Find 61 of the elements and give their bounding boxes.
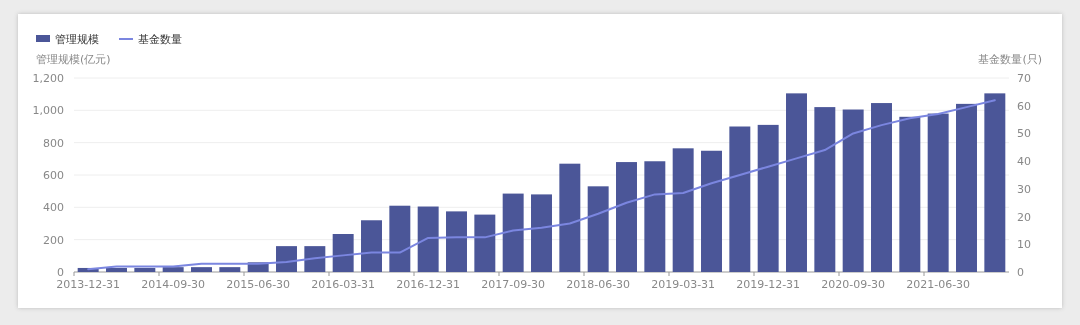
x-tick-label: 2019-12-31 (736, 278, 801, 291)
legend-label: 管理规模 (55, 33, 99, 46)
y-axis-title: 管理规模(亿元) (36, 53, 111, 66)
x-tick-label: 2021-06-30 (906, 278, 971, 291)
x-tick-label: 2019-03-31 (651, 278, 716, 291)
y-tick-label: 800 (43, 136, 64, 150)
bar (474, 214, 496, 272)
y-tick-label: 600 (43, 169, 64, 182)
y2-axis-title: 基金数量(只) (978, 53, 1042, 66)
bar (389, 205, 411, 272)
x-tick-label: 2018-06-30 (566, 278, 631, 291)
bar (191, 267, 212, 272)
bar (871, 103, 892, 272)
x-tick-label: 2020-09-30 (821, 278, 886, 291)
bar (587, 186, 609, 272)
x-tick-label: 2015-06-30 (226, 278, 291, 291)
y2-tick-label: 0 (1017, 266, 1024, 279)
bar (332, 234, 354, 272)
bar (729, 126, 751, 272)
y-tick-label: 400 (43, 201, 64, 215)
bar (814, 107, 836, 272)
bar (531, 194, 552, 272)
bar (927, 113, 949, 272)
bar (644, 161, 666, 272)
bar (304, 246, 326, 272)
y2-tick-label: 20 (1017, 210, 1031, 224)
bar (134, 267, 156, 272)
x-tick-label: 2014-09-30 (141, 278, 206, 291)
bar (106, 267, 127, 272)
bar (502, 193, 524, 272)
bar (559, 163, 581, 272)
y-tick-label: 1,200 (32, 72, 64, 85)
y2-tick-label: 10 (1017, 238, 1031, 252)
y2-tick-label: 30 (1017, 182, 1031, 196)
y-tick-label: 200 (43, 233, 64, 247)
y2-tick-label: 50 (1017, 127, 1031, 141)
bar (616, 162, 637, 272)
bar (956, 103, 977, 272)
bar (417, 206, 439, 272)
bar (701, 150, 722, 272)
bar (219, 267, 241, 272)
y-tick-label: 0 (57, 266, 64, 279)
bar (786, 93, 807, 272)
bar (757, 124, 779, 272)
bar (842, 109, 864, 272)
bar (162, 267, 184, 272)
bar (899, 116, 921, 272)
x-tick-label: 2017-09-30 (481, 278, 546, 291)
bar (361, 220, 382, 272)
x-tick-label: 2016-03-31 (311, 278, 376, 291)
y2-tick-label: 40 (1017, 155, 1031, 169)
legend-label: 基金数量 (138, 33, 182, 46)
x-tick-label: 2016-12-31 (396, 278, 461, 291)
y-tick-label: 1,000 (32, 104, 64, 118)
bar (446, 211, 467, 272)
y2-tick-label: 70 (1017, 72, 1031, 85)
bar (672, 148, 694, 272)
bar (276, 246, 297, 272)
bar (984, 93, 1006, 272)
x-tick-label: 2013-12-31 (56, 278, 121, 291)
y2-tick-label: 60 (1017, 99, 1031, 113)
